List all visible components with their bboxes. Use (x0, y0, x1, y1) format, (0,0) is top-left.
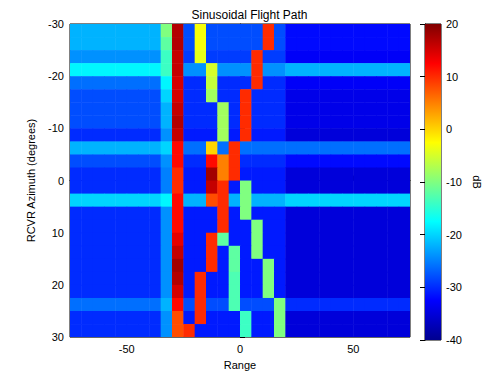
svg-text:-10: -10 (48, 122, 64, 134)
svg-text:Sinusoidal Flight Path: Sinusoidal Flight Path (191, 8, 307, 22)
svg-text:-30: -30 (48, 18, 64, 30)
svg-text:-20: -20 (48, 70, 64, 82)
svg-text:0: 0 (237, 343, 243, 355)
svg-text:-20: -20 (446, 229, 462, 241)
svg-text:30: 30 (52, 331, 64, 343)
svg-text:dB: dB (471, 175, 483, 188)
svg-text:-50: -50 (119, 343, 135, 355)
svg-text:0: 0 (446, 123, 452, 135)
svg-text:Range: Range (224, 359, 256, 371)
svg-text:10: 10 (446, 71, 458, 83)
svg-text:-30: -30 (446, 281, 462, 293)
svg-text:RCVR Azimuth (degrees): RCVR Azimuth (degrees) (25, 119, 37, 243)
svg-text:20: 20 (446, 18, 458, 30)
svg-text:20: 20 (52, 279, 64, 291)
svg-text:-40: -40 (446, 334, 462, 346)
svg-text:10: 10 (52, 227, 64, 239)
svg-text:50: 50 (347, 343, 359, 355)
svg-text:-10: -10 (446, 176, 462, 188)
svg-text:0: 0 (58, 175, 64, 187)
